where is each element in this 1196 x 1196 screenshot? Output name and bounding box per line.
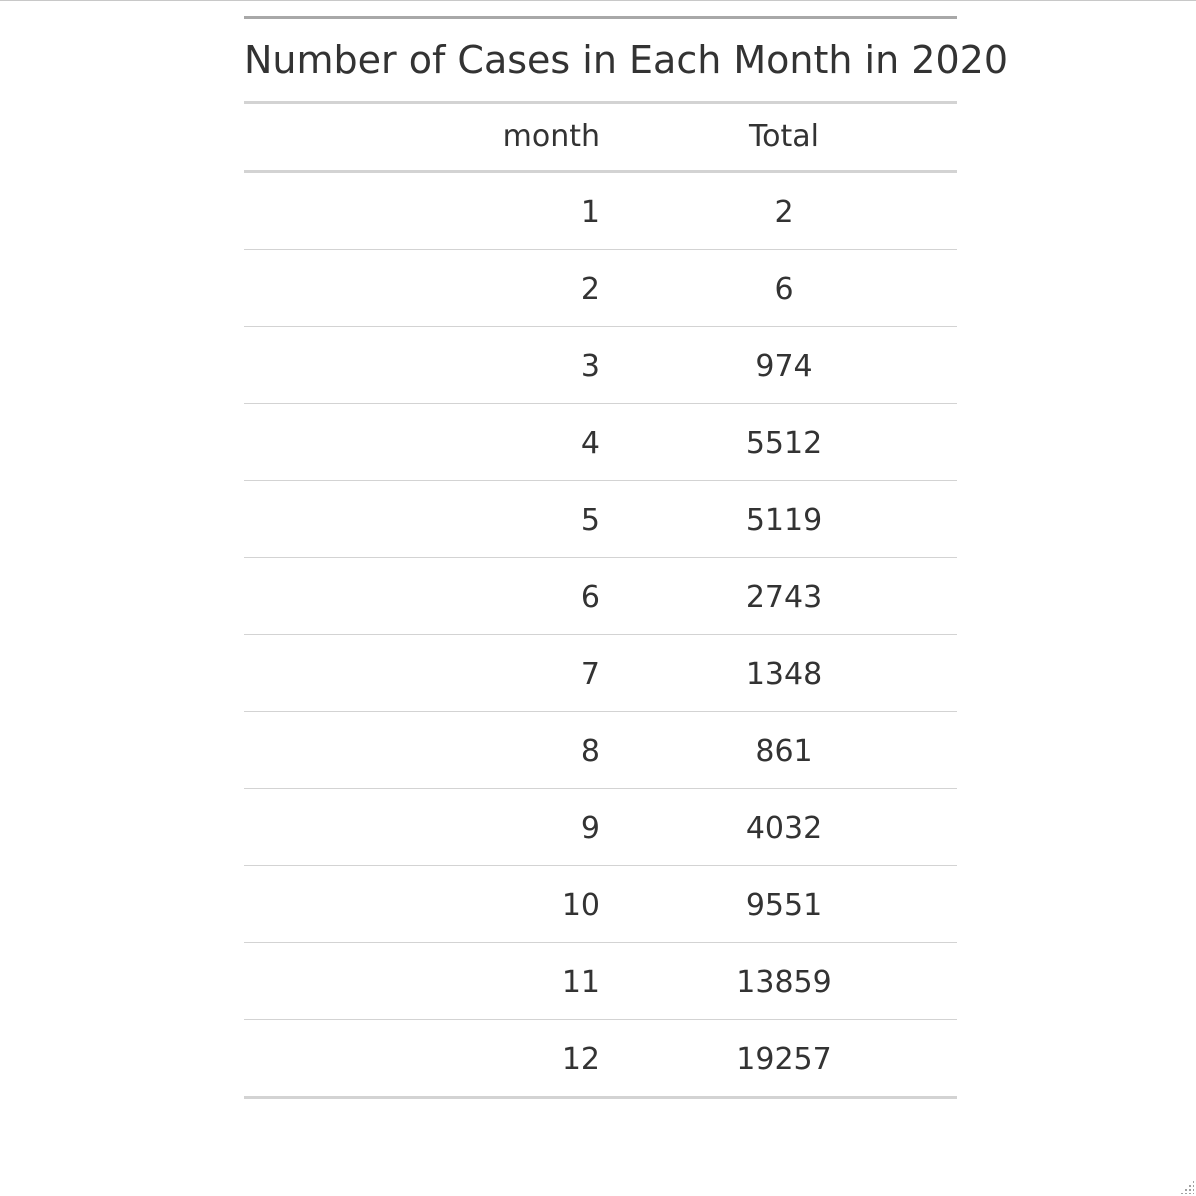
cell-month: 3 — [580, 349, 600, 384]
cell-month: 11 — [561, 965, 600, 1000]
table-row: 6 2743 — [244, 558, 957, 635]
table-row: 12 19257 — [244, 1020, 957, 1096]
cell-total: 9551 — [745, 888, 823, 923]
cell-total: 4032 — [745, 811, 823, 846]
cell-total: 2 — [774, 195, 794, 230]
cell-month: 9 — [580, 811, 600, 846]
cell-month: 10 — [561, 888, 600, 923]
table-row: 4 5512 — [244, 404, 957, 481]
resize-grip-icon[interactable] — [1180, 1180, 1194, 1194]
cell-month: 2 — [580, 272, 600, 307]
column-header-month: month — [502, 119, 600, 154]
table-body: 1 2 2 6 3 974 4 5512 5 5119 6 2743 7 1348 8 861 9 4032 10 9… — [244, 173, 957, 1096]
table-title: Number of Cases in Each Month in 2020 — [244, 38, 1008, 82]
cell-total: 6 — [774, 272, 794, 307]
header-top-rule — [244, 101, 957, 104]
cell-month: 4 — [580, 426, 600, 461]
cell-total: 5119 — [745, 503, 823, 538]
cell-month: 8 — [580, 734, 600, 769]
cell-total: 974 — [755, 349, 813, 384]
cell-total: 19257 — [736, 1042, 832, 1077]
cell-total: 861 — [755, 734, 813, 769]
table-row: 3 974 — [244, 327, 957, 404]
top-divider — [0, 0, 1196, 1]
cell-month: 12 — [561, 1042, 600, 1077]
cell-total: 2743 — [745, 580, 823, 615]
cell-total: 13859 — [736, 965, 832, 1000]
table-row: 9 4032 — [244, 789, 957, 866]
header-bottom-rule — [244, 170, 957, 173]
cell-month: 6 — [580, 580, 600, 615]
table-row: 11 13859 — [244, 943, 957, 1020]
table-row: 10 9551 — [244, 866, 957, 943]
table-bottom-rule — [244, 1096, 957, 1099]
cell-month: 1 — [580, 195, 600, 230]
table-header-row: month Total — [244, 104, 957, 170]
cell-month: 5 — [580, 503, 600, 538]
cases-table: Number of Cases in Each Month in 2020 mo… — [244, 16, 1008, 1099]
cell-total: 5512 — [745, 426, 823, 461]
table-row: 8 861 — [244, 712, 957, 789]
cell-total: 1348 — [745, 657, 823, 692]
title-top-rule — [244, 16, 957, 19]
table-row: 5 5119 — [244, 481, 957, 558]
table-row: 7 1348 — [244, 635, 957, 712]
cell-month: 7 — [580, 657, 600, 692]
column-header-total: Total — [748, 119, 820, 154]
